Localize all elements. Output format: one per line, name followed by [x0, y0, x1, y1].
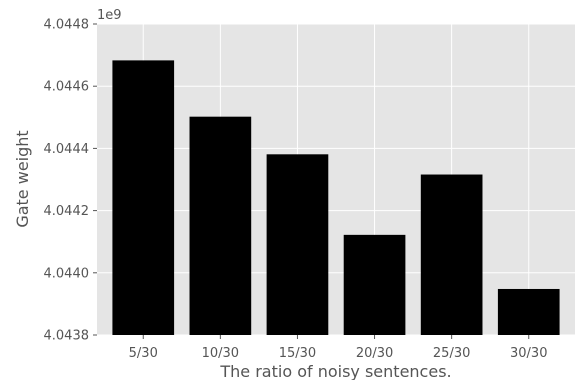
bar-20-30 [343, 234, 406, 335]
x-axis-label: The ratio of noisy sentences. [219, 362, 451, 380]
y-tick-label: 4.0446 [44, 80, 90, 95]
x-ticks: 5/30 10/30 15/30 20/30 25/30 30/30 [129, 335, 547, 361]
y-axis-label: Gate weight [13, 130, 32, 227]
x-tick-label: 30/30 [510, 346, 547, 361]
y-tick-label: 4.0438 [44, 329, 90, 344]
y-ticks: 4.0438 4.0440 4.0442 4.0444 4.0446 4.0448 [44, 18, 97, 344]
x-tick-label: 25/30 [433, 346, 470, 361]
bar-30-30 [497, 288, 560, 335]
plot-background [97, 24, 575, 335]
x-tick-label: 20/30 [356, 346, 393, 361]
x-tick-label: 5/30 [129, 346, 158, 361]
bars [112, 60, 560, 336]
bar-15-30 [266, 154, 329, 335]
x-tick-label: 15/30 [279, 346, 316, 361]
y-tick-label: 4.0442 [44, 204, 90, 219]
y-tick-label: 4.0448 [44, 18, 90, 33]
y-tick-label: 4.0440 [44, 266, 90, 281]
bar-25-30 [420, 174, 483, 335]
x-tick-label: 10/30 [202, 346, 239, 361]
bar-5-30 [112, 60, 175, 336]
y-offset-label: 1e9 [97, 8, 122, 23]
y-tick-label: 4.0444 [44, 142, 90, 157]
bar-10-30 [189, 116, 252, 335]
